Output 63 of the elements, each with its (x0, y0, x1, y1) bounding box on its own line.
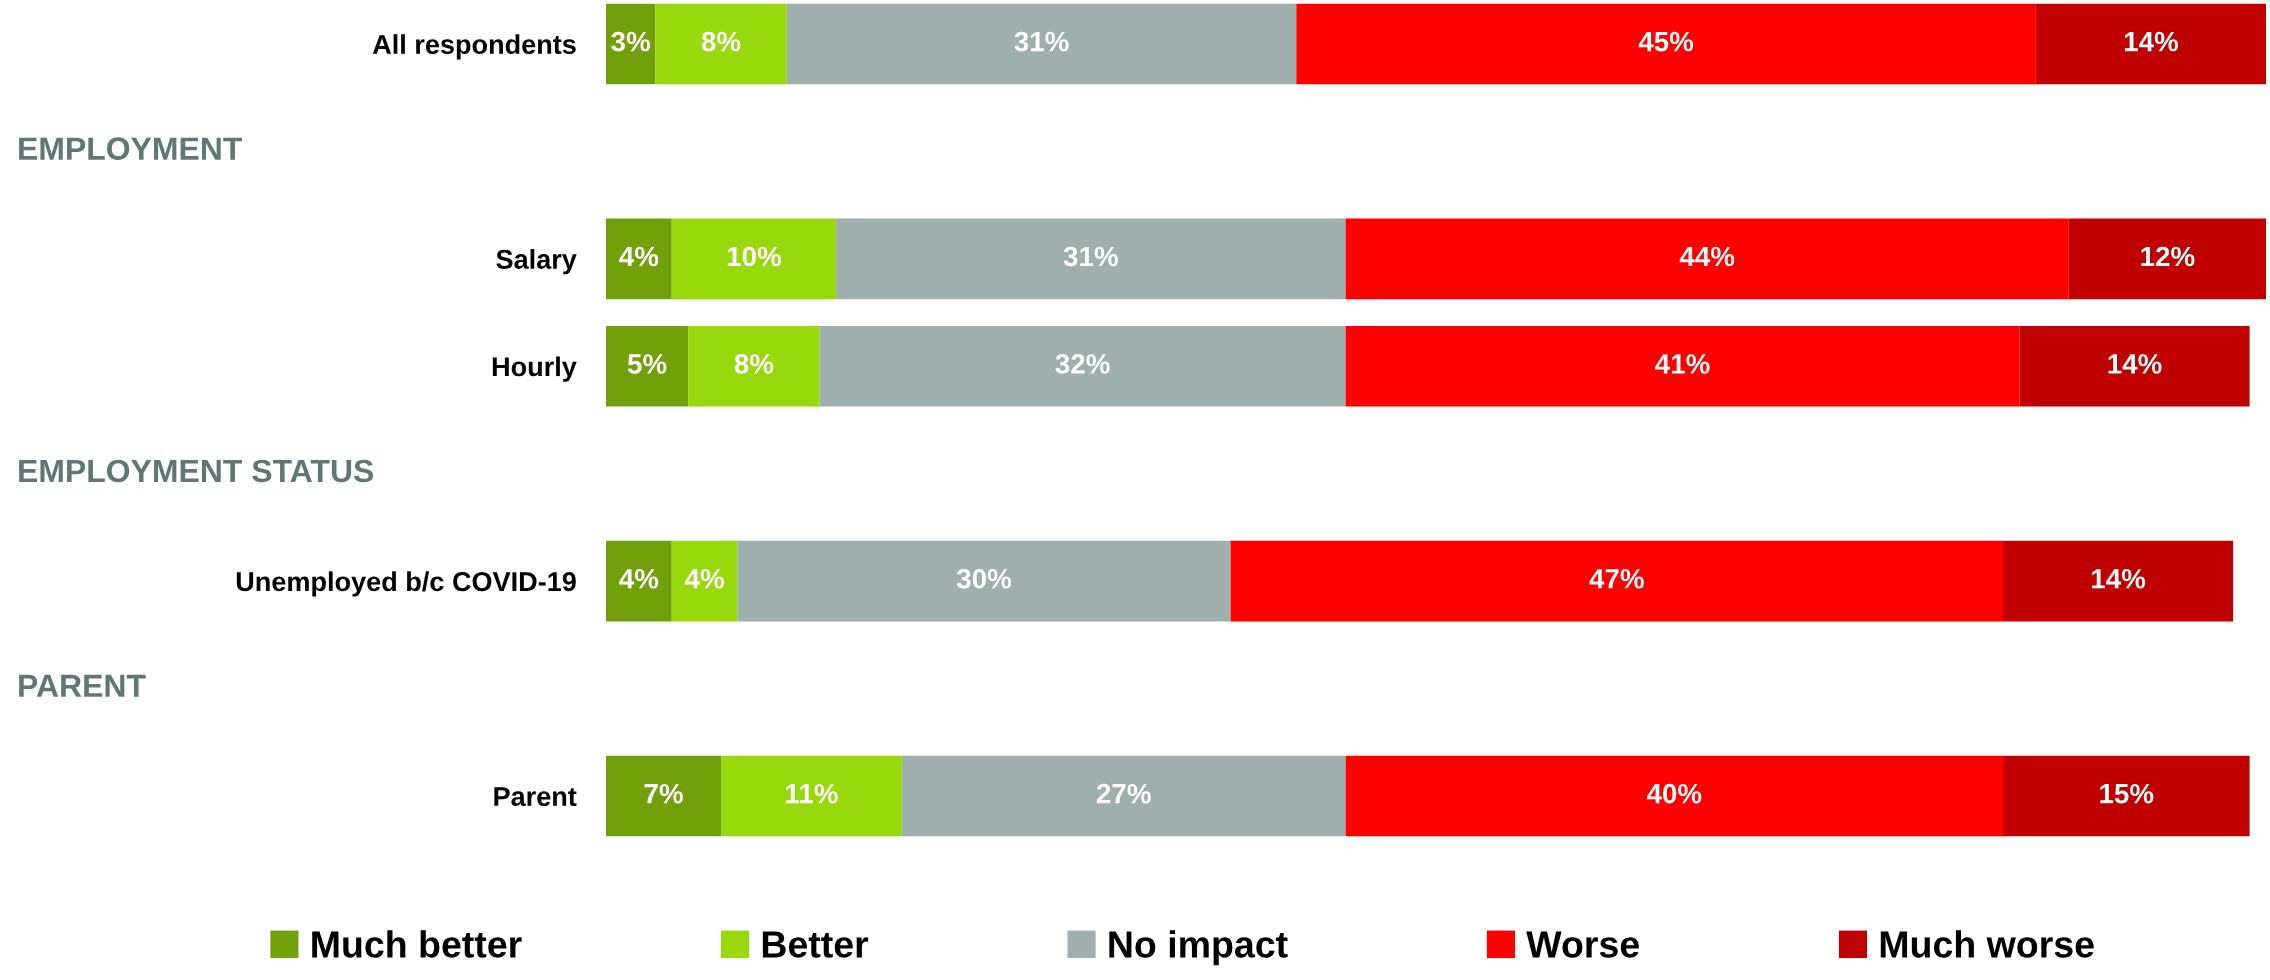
legend-label: Better (762, 931, 869, 958)
bar (2068, 218, 2266, 300)
data-label: 5% (627, 354, 667, 374)
bar (606, 755, 722, 837)
bar (819, 325, 1346, 407)
data-label: 15% (2100, 783, 2154, 804)
data-label: 14% (2108, 354, 2162, 374)
data-label: 31% (1063, 246, 1118, 267)
text: EMPLOYMENT STATUS (19, 459, 374, 483)
bar (1345, 755, 2004, 837)
data-label: 47% (1589, 569, 1644, 589)
data-label: 30% (956, 568, 1012, 589)
bar (606, 325, 689, 407)
data-label: 31% (1014, 31, 1069, 52)
bar (671, 540, 738, 622)
legend-label: Much better (312, 930, 522, 958)
bar (2019, 325, 2250, 407)
bar (606, 540, 672, 622)
bar (1230, 540, 2004, 622)
data-label: 44% (1679, 246, 1735, 267)
data-label: 10% (727, 246, 781, 267)
data-label: 32% (1055, 354, 1110, 374)
data-label: 3% (611, 31, 650, 52)
bar (606, 3, 656, 85)
bar (836, 218, 1346, 300)
data-label: 8% (701, 31, 741, 52)
data-label: 11% (786, 783, 838, 804)
bar (671, 218, 837, 300)
bar (901, 755, 1346, 837)
data-label: 45% (1638, 31, 1694, 52)
y-tick-label: Parent (494, 787, 577, 807)
bar (2003, 540, 2234, 622)
text: EMPLOYMENT (19, 137, 243, 160)
y-tick-label: Hourly (492, 356, 577, 382)
bar (606, 218, 672, 300)
data-label: 4% (619, 569, 659, 589)
legend-label: No impact (1109, 930, 1288, 966)
text: PARENT (19, 674, 146, 697)
y-tick-label: Salary (496, 249, 577, 275)
bar (1296, 3, 2036, 85)
data-label: 4% (684, 569, 724, 589)
bar (1345, 325, 2020, 407)
y-tick-label: All respondents (372, 34, 576, 60)
data-label: 8% (734, 354, 774, 374)
data-label: 12% (2141, 246, 2195, 267)
data-label: 41% (1655, 354, 1710, 374)
bar (655, 3, 787, 85)
data-label: 7% (644, 783, 683, 804)
bar (721, 755, 902, 837)
data-label: 40% (1646, 783, 1702, 804)
bar (688, 325, 820, 407)
legend-label: Worse (1526, 931, 1639, 958)
legend-label: Much worse (1880, 930, 2094, 958)
bar (786, 3, 1297, 85)
bar (737, 540, 1231, 622)
bar (2003, 755, 2250, 837)
bar (1345, 218, 2069, 300)
data-label: 4% (619, 246, 659, 267)
bar (2035, 3, 2266, 85)
data-label: 27% (1096, 783, 1151, 804)
data-label: 14% (2124, 31, 2179, 52)
data-label: 14% (2092, 569, 2146, 589)
y-tick-label: Unemployed b/c COVID-19 (236, 571, 576, 597)
